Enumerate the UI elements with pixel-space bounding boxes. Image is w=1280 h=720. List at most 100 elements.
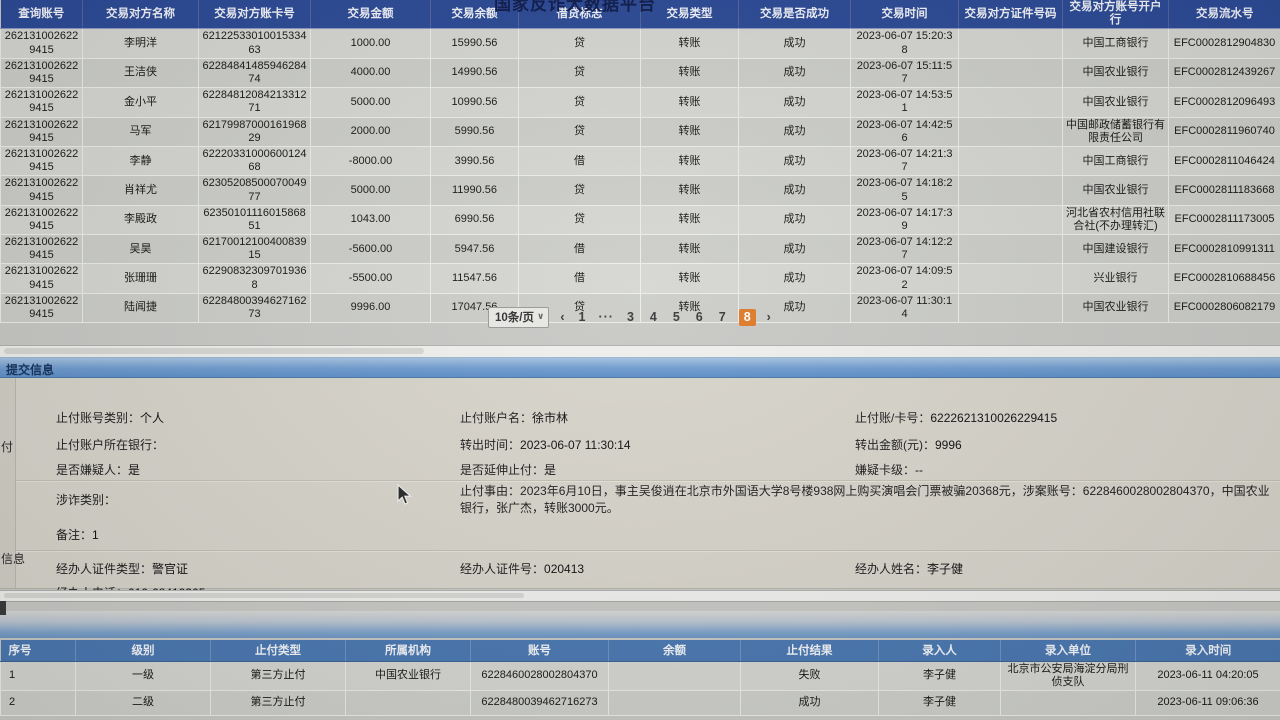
table-cell: 河北省农村信用社联合社(不办理转汇)	[1062, 204, 1169, 236]
field-value: 是	[544, 463, 557, 477]
column-header: 序号	[0, 640, 76, 662]
column-header: 交易时间	[850, 0, 959, 30]
table-cell: 6222033100060012468	[198, 145, 311, 177]
table-cell	[958, 175, 1063, 206]
table-cell: 2023-06-07 14:17:39	[850, 204, 959, 236]
table-row[interactable]: 2621310026229415 李殿政 6235010111601586851 10…	[0, 204, 1280, 236]
table-cell: 2023-06-07 14:21:37	[850, 145, 959, 177]
table-cell: 2023-06-07 14:42:56	[850, 116, 959, 147]
next-page-button[interactable]: ›	[766, 310, 771, 324]
table-row[interactable]: 2621310026229415 张珊珊 622908323097019368 -55…	[0, 263, 1280, 294]
table-cell: 6228481208421331271	[198, 87, 311, 118]
page-number-7[interactable]: 7	[718, 309, 726, 324]
page-number-3[interactable]: 3	[626, 309, 634, 324]
table-cell: 贷	[518, 28, 641, 59]
prev-page-button[interactable]: ‹	[560, 310, 565, 324]
scrollbar-thumb[interactable]	[4, 593, 524, 598]
table-cell: 5947.56	[430, 234, 519, 265]
table-cell: EFC0002812439267	[1168, 57, 1280, 89]
table-cell: 转账	[640, 116, 739, 147]
field-account-type: 止付账号类别：个人	[56, 409, 164, 426]
table-cell: 2621310026229415	[0, 204, 83, 236]
scrollbar-thumb[interactable]	[4, 348, 424, 354]
table-cell	[958, 145, 1063, 177]
field-label: 涉诈类别：	[56, 493, 117, 507]
column-header: 录入时间	[1135, 640, 1280, 662]
table-cell	[608, 660, 741, 691]
table-cell	[608, 689, 741, 716]
table-row[interactable]: 2621310026229415 吴昊 6217001210040083915 -56…	[0, 234, 1280, 265]
table-cell: 11547.56	[430, 263, 519, 294]
table-cell: 成功	[738, 204, 851, 236]
table-cell: 北京市公安局海淀分局刑侦支队	[1000, 660, 1136, 691]
field-label: 止付账号类别：	[56, 411, 141, 425]
table-row[interactable]: 2621310026229415 李静 6222033100060012468 -80…	[0, 145, 1280, 177]
page-number-1[interactable]: 1	[578, 309, 586, 324]
column-header: 账号	[470, 640, 609, 662]
page-title: 国家反诈大数据平台	[494, 0, 656, 14]
divider	[16, 480, 1280, 481]
table-cell: EFC0002811183668	[1168, 175, 1280, 206]
table-cell: 2621310026229415	[0, 57, 83, 89]
table-row[interactable]: 1 一级 第三方止付 中国农业银行 6228460028002804370 失败 李子健 北京…	[0, 660, 1280, 691]
page-number-6[interactable]: 6	[695, 309, 703, 324]
page-number-4[interactable]: 4	[649, 309, 657, 324]
table-cell: 吴昊	[82, 234, 199, 265]
table-cell: 5990.56	[430, 116, 519, 147]
page-number-8[interactable]: 8	[738, 308, 756, 326]
table-cell: 4000.00	[310, 57, 431, 89]
table-cell: 中国邮政储蓄银行有限责任公司	[1062, 116, 1169, 147]
stop-payment-header-row: 序号 级别 止付类型 所属机构 账号 余额 止付结果 录入人 录入单位 录入时间	[0, 640, 1280, 662]
table-row[interactable]: 2 二级 第三方止付 6228480039462716273 成功 李子健 2023-06-…	[0, 689, 1280, 716]
table-cell: 2023-06-07 11:30:14	[850, 292, 959, 324]
table-cell: 2023-06-11 09:06:36	[1135, 689, 1280, 716]
table-cell: 622908323097019368	[198, 263, 311, 294]
table-cell: 15990.56	[430, 28, 519, 59]
page-size-label: 10条/页	[495, 311, 534, 324]
table-cell: 中国农业银行	[1062, 57, 1169, 89]
field-transfer-time: 转出时间：2023-06-07 11:30:14	[460, 436, 631, 453]
field-transfer-amount: 转出金额(元)：9996	[855, 436, 962, 453]
field-value: --	[915, 463, 924, 477]
field-account-name: 止付账户名：徐市林	[460, 409, 568, 426]
stop-payment-table-panel: 序号 级别 止付类型 所属机构 账号 余额 止付结果 录入人 录入单位 录入时间 1 一级 第三方止付…	[0, 640, 1280, 716]
field-extend-stop: 是否延伸止付：是	[460, 461, 556, 478]
page-number-5[interactable]: 5	[672, 309, 680, 324]
table-cell: 3990.56	[430, 145, 519, 177]
table-row[interactable]: 2621310026229415 王洁侠 6228484148594628474 40…	[0, 57, 1280, 89]
transaction-table: 查询账号 交易对方名称 交易对方账卡号 交易金额 交易余额 借贷标志 交易类型 交易是否成功交…	[0, 0, 1280, 324]
table-cell: 成功	[738, 116, 851, 147]
section-divider-bar	[0, 601, 1280, 638]
rail-label-partial: 付	[1, 440, 14, 454]
stop-payment-table-body: 1 一级 第三方止付 中国农业银行 6228460028002804370 失败 李子健 北京…	[0, 660, 1280, 716]
table-cell: 9996.00	[310, 292, 431, 324]
table-cell: 成功	[738, 145, 851, 177]
field-label: 经办人姓名：	[855, 562, 928, 576]
table-row[interactable]: 2621310026229415 肖祥尤 6230520850007004977 50…	[0, 175, 1280, 206]
column-header: 交易流水号	[1168, 0, 1280, 30]
table-cell: 6235010111601586851	[198, 204, 311, 236]
field-operator-name: 经办人姓名：李子健	[855, 560, 963, 577]
page-size-select[interactable]: 10条/页 ∨	[488, 306, 550, 328]
column-header: 交易对方账号开户行	[1062, 0, 1169, 30]
table-row[interactable]: 2621310026229415 金小平 6228481208421331271 50…	[0, 87, 1280, 118]
table-cell: 转账	[640, 204, 739, 236]
table-cell	[958, 263, 1063, 294]
column-header: 交易金额	[310, 0, 431, 30]
table-cell: 兴业银行	[1062, 263, 1169, 294]
column-header: 止付类型	[210, 640, 346, 662]
table-cell: 2023-06-07 14:12:27	[850, 234, 959, 265]
field-label: 是否嫌疑人：	[56, 463, 129, 477]
column-header: 查询账号	[0, 0, 83, 30]
table-cell: 借	[518, 145, 641, 177]
table-row[interactable]: 2621310026229415 马军 6217998700016196829 200…	[0, 116, 1280, 147]
table-cell: 1043.00	[310, 204, 431, 236]
table-cell: 2621310026229415	[0, 292, 83, 324]
horizontal-scrollbar[interactable]	[0, 590, 1280, 602]
table-row[interactable]: 2621310026229415 李明洋 6212253301001533463 10…	[0, 28, 1280, 59]
table-cell: 第三方止付	[210, 660, 346, 691]
table-cell: 借	[518, 234, 641, 265]
table-cell: 2023-06-07 14:18:25	[850, 175, 959, 206]
clipped-label-fragment	[0, 601, 6, 615]
table-cell: 2023-06-07 15:20:38	[850, 28, 959, 59]
